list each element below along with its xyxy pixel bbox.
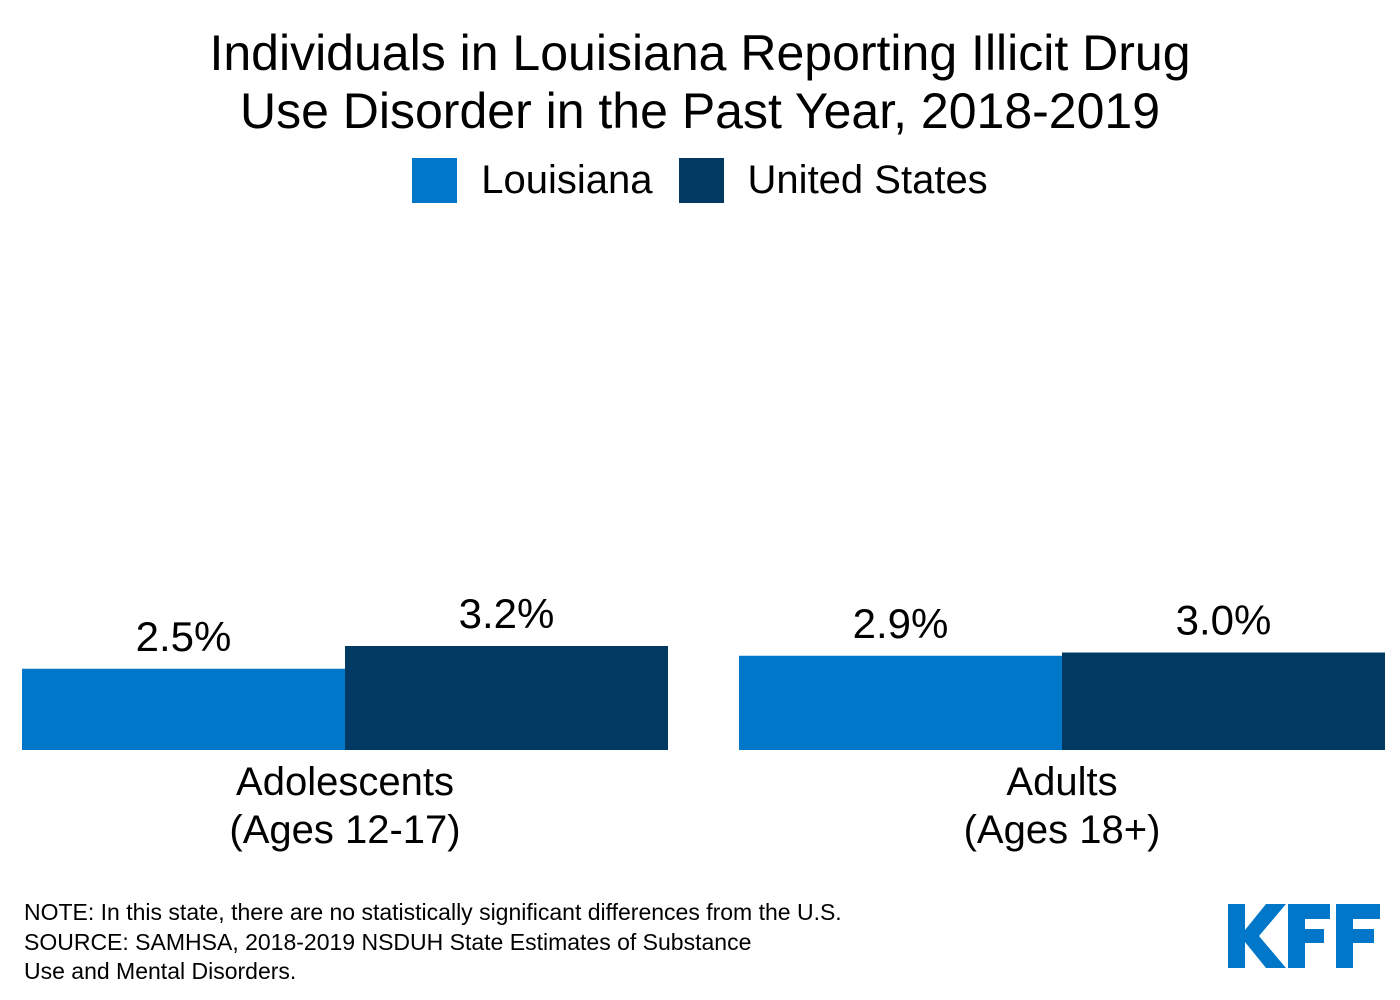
bar-chart: 2.5% 3.2% Adolescents(Ages 12-17) 2.9% 3.0% A…	[22, 590, 1385, 852]
data-label-louisiana-2: 2.9%	[853, 600, 949, 647]
source-line-2: Use and Mental Disorders.	[24, 958, 297, 984]
legend-swatch-louisiana	[412, 158, 458, 203]
chart-legend: Louisiana United States	[0, 158, 1400, 203]
category-label-1-line-1: Adolescents	[236, 760, 454, 804]
category-label-2-line-2: (Ages 18+)	[964, 808, 1161, 852]
note-line: NOTE: In this state, there are no statis…	[24, 899, 842, 925]
bar-louisiana-1	[22, 668, 345, 750]
chart-title-line-2: Use Disorder in the Past Year, 2018-2019	[239, 83, 1161, 139]
bar-united-states-1	[345, 646, 668, 750]
legend-label-louisiana: Louisiana	[481, 158, 653, 202]
category-label-1-line-2: (Ages 12-17)	[229, 808, 460, 852]
chart-footnote: NOTE: In this state, there are no statis…	[24, 898, 842, 987]
bar-louisiana-2	[739, 655, 1062, 750]
source-line-1: SOURCE: SAMHSA, 2018-2019 NSDUH State Es…	[24, 928, 752, 955]
data-label-united-states-2: 3.0%	[1176, 597, 1272, 644]
chart-title-line-1: Individuals in Louisiana Reporting Illic…	[209, 25, 1191, 81]
category-label-2-line-1: Adults	[1006, 760, 1117, 804]
legend-item-louisiana: Louisiana	[412, 158, 653, 203]
bar-united-states-2	[1062, 652, 1385, 750]
legend-item-united-states: United States	[678, 158, 988, 203]
kff-logo	[1228, 904, 1380, 968]
data-label-louisiana-1: 2.5%	[136, 613, 232, 660]
legend-swatch-united-states	[678, 158, 724, 203]
data-label-united-states-1: 3.2%	[459, 590, 555, 637]
chart-title: Individuals in Louisiana Reporting Illic…	[0, 24, 1400, 140]
legend-label-united-states: United States	[747, 158, 988, 202]
